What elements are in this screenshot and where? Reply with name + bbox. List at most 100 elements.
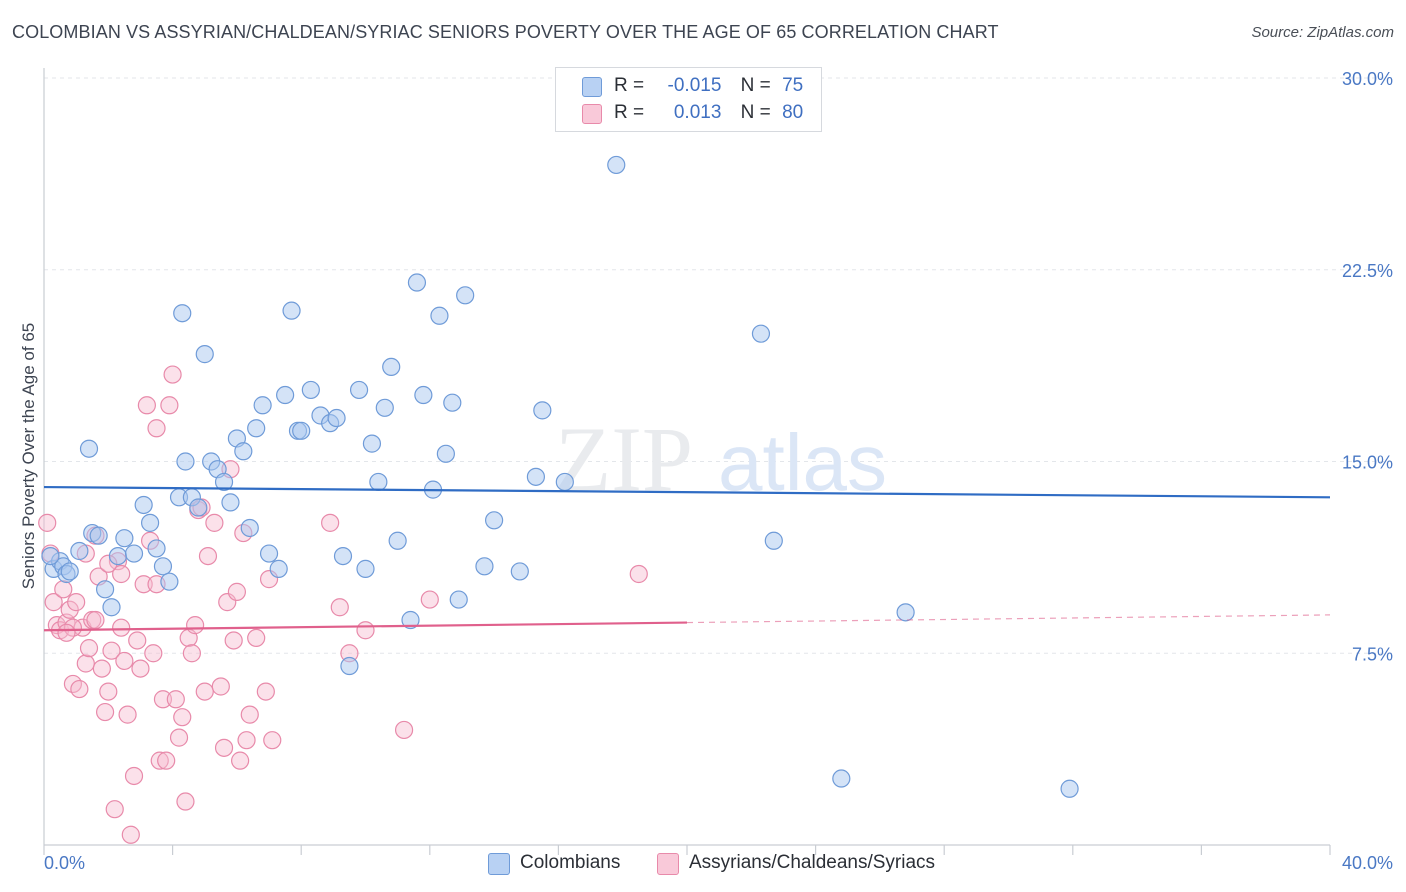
point-assyrians (118, 705, 137, 724)
watermark-zip: ZIP (555, 408, 693, 510)
point-assyrians (237, 731, 256, 750)
point-colombians (526, 467, 545, 486)
x-tick-label: 40.0% (1342, 853, 1393, 873)
point-colombians (369, 472, 388, 492)
point-colombians (173, 304, 192, 323)
point-colombians (240, 518, 259, 538)
trend-line-assyrians (43, 621, 688, 632)
point-colombians (443, 393, 462, 412)
point-colombians (282, 301, 301, 320)
point-assyrians (150, 751, 169, 770)
point-assyrians (112, 564, 131, 584)
point-assyrians (198, 546, 218, 566)
point-assyrians (99, 682, 118, 701)
point-assyrians (134, 575, 153, 594)
point-assyrians (166, 690, 185, 709)
point-colombians (607, 155, 626, 175)
point-assyrians (186, 616, 205, 635)
point-assyrians (173, 708, 192, 727)
point-colombians (247, 419, 266, 438)
point-assyrians (147, 419, 166, 438)
point-colombians (153, 557, 173, 576)
point-assyrians (629, 564, 648, 584)
point-colombians (108, 546, 128, 566)
point-colombians (259, 544, 279, 563)
point-assyrians (54, 580, 73, 599)
point-colombians (485, 511, 504, 530)
point-colombians (214, 472, 234, 492)
point-assyrians (394, 720, 414, 740)
point-assyrians (330, 598, 349, 617)
point-colombians (292, 421, 311, 440)
x-tick-label: 0.0% (44, 853, 85, 873)
point-colombians (414, 385, 433, 405)
legend-r-label: R = (614, 75, 645, 96)
point-colombians (70, 541, 89, 561)
point-colombians (41, 546, 60, 566)
y-tick-label: 15.0% (1342, 453, 1393, 473)
point-colombians (436, 444, 455, 463)
point-assyrians (176, 792, 195, 811)
point-colombians (79, 439, 99, 458)
point-colombians (234, 442, 253, 461)
point-assyrians (321, 513, 340, 532)
point-colombians (253, 396, 272, 415)
point-colombians (533, 401, 552, 420)
point-colombians (764, 531, 783, 550)
legend-swatch-blue (488, 853, 510, 875)
point-colombians (195, 345, 214, 364)
axes (43, 68, 1331, 855)
point-assyrians (86, 610, 105, 630)
source-attribution: Source: ZipAtlas.com (1251, 24, 1394, 41)
y-tick-label: 30.0% (1342, 69, 1393, 89)
y-axis-label: Seniors Poverty Over the Age of 65 (19, 323, 38, 589)
point-assyrians (224, 631, 243, 650)
legend-label-assyrians: Assyrians/Chaldeans/Syriacs (689, 852, 936, 873)
point-assyrians (231, 751, 250, 770)
point-colombians (176, 452, 195, 471)
point-colombians (189, 498, 208, 517)
legend-swatch-pink (657, 853, 679, 875)
point-colombians (115, 529, 134, 548)
point-assyrians (76, 654, 95, 673)
legend-n-value: 75 (782, 75, 804, 96)
point-colombians (1060, 779, 1079, 798)
point-assyrians (195, 682, 214, 701)
point-colombians (456, 286, 475, 305)
point-colombians (340, 656, 359, 676)
legend-n-value: 80 (782, 102, 804, 123)
point-colombians (95, 580, 115, 599)
point-assyrians (67, 593, 86, 612)
chart-title: COLOMBIAN VS ASSYRIAN/CHALDEAN/SYRIAC SE… (12, 22, 999, 42)
point-assyrians (163, 365, 182, 384)
point-assyrians (44, 593, 63, 612)
point-colombians (327, 408, 346, 428)
y-tick-label: 7.5% (1352, 644, 1393, 664)
point-assyrians (79, 639, 99, 658)
point-colombians (333, 546, 353, 566)
trend-line-assyrians-extension (686, 614, 1331, 624)
point-assyrians (70, 679, 89, 699)
legend-n-label: N = (740, 102, 771, 123)
point-assyrians (240, 705, 259, 724)
point-assyrians (137, 396, 156, 415)
y-tick-label: 22.5% (1342, 261, 1393, 281)
point-assyrians (214, 738, 234, 757)
point-colombians (301, 380, 320, 400)
grid-lines (44, 77, 1392, 654)
point-assyrians (92, 659, 111, 678)
point-assyrians (115, 651, 134, 671)
series-legend: Colombians Assyrians/Chaldeans/Syriacs (0, 852, 1406, 878)
point-assyrians (124, 766, 144, 786)
point-assyrians (157, 751, 176, 770)
point-assyrians (102, 641, 121, 660)
point-colombians (89, 526, 108, 545)
point-colombians (276, 385, 295, 405)
point-assyrians (112, 618, 131, 637)
tick-labels: 7.5% 15.0% 22.5% 30.0% 0.0% 40.0% (44, 69, 1393, 873)
point-assyrians (128, 631, 147, 650)
legend-swatch-pink (582, 104, 602, 124)
point-colombians (269, 559, 288, 578)
point-colombians (160, 572, 179, 591)
